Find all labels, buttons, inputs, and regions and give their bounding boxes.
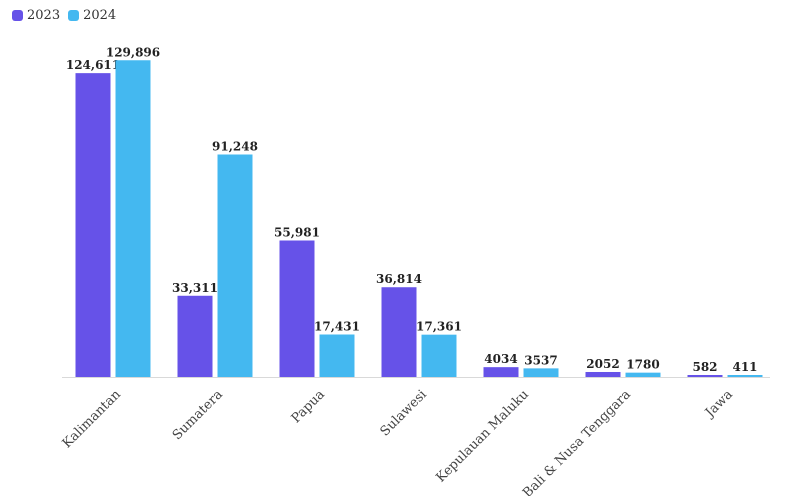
data-label-2023-4: 4034 xyxy=(484,352,517,366)
data-label-2024-0: 129,896 xyxy=(106,45,160,59)
data-label-2023-1: 33,311 xyxy=(172,281,218,295)
bar-2024-2[interactable] xyxy=(319,334,355,377)
x-tick-label-6: Jawa xyxy=(701,387,736,422)
bar-2023-0[interactable] xyxy=(75,73,111,377)
x-tick-label-4: Kepulauan Maluku xyxy=(433,387,531,485)
x-tick-label-3: Sulawesi xyxy=(378,387,430,439)
legend-item-2024[interactable]: 2024 xyxy=(68,8,116,23)
data-label-2024-3: 17,361 xyxy=(416,320,462,334)
bar-2023-2[interactable] xyxy=(279,240,315,377)
legend-label-2023: 2023 xyxy=(27,8,61,23)
x-tick-label-0: Kalimantan xyxy=(60,387,124,451)
bar-2024-0[interactable] xyxy=(115,60,151,377)
data-label-2024-1: 91,248 xyxy=(212,139,258,153)
x-tick-label-2: Papua xyxy=(289,387,328,426)
data-label-2023-6: 582 xyxy=(692,360,717,374)
legend-swatch-2024 xyxy=(68,10,80,21)
bar-2023-3[interactable] xyxy=(381,287,417,377)
bar-2024-6[interactable] xyxy=(727,375,763,377)
x-tick-label-5: Bali & Nusa Tenggara xyxy=(520,387,634,496)
bar-2023-4[interactable] xyxy=(483,367,519,377)
data-label-2024-5: 1780 xyxy=(626,358,659,372)
bar-2023-6[interactable] xyxy=(687,375,723,377)
data-label-2023-3: 36,814 xyxy=(376,272,422,286)
bar-2023-1[interactable] xyxy=(177,295,213,377)
legend-swatch-2023 xyxy=(12,10,23,21)
data-label-2024-2: 17,431 xyxy=(314,319,360,333)
data-label-2023-0: 124,611 xyxy=(66,58,120,72)
bar-2024-1[interactable] xyxy=(217,154,253,377)
x-tick-label-1: Sumatera xyxy=(170,387,226,443)
data-label-2024-6: 411 xyxy=(732,360,757,374)
data-label-2024-4: 3537 xyxy=(524,353,557,367)
legend-label-2024: 2024 xyxy=(83,8,117,23)
legend-item-2023[interactable]: 2023 xyxy=(12,8,60,23)
bar-2024-4[interactable] xyxy=(523,368,559,377)
data-label-2023-5: 2052 xyxy=(586,357,619,371)
data-label-2023-2: 55,981 xyxy=(274,225,320,239)
bar-2024-5[interactable] xyxy=(625,372,661,377)
legend: 2023 2024 xyxy=(12,8,124,23)
bar-2024-3[interactable] xyxy=(421,334,457,377)
bar-2023-5[interactable] xyxy=(585,371,621,377)
